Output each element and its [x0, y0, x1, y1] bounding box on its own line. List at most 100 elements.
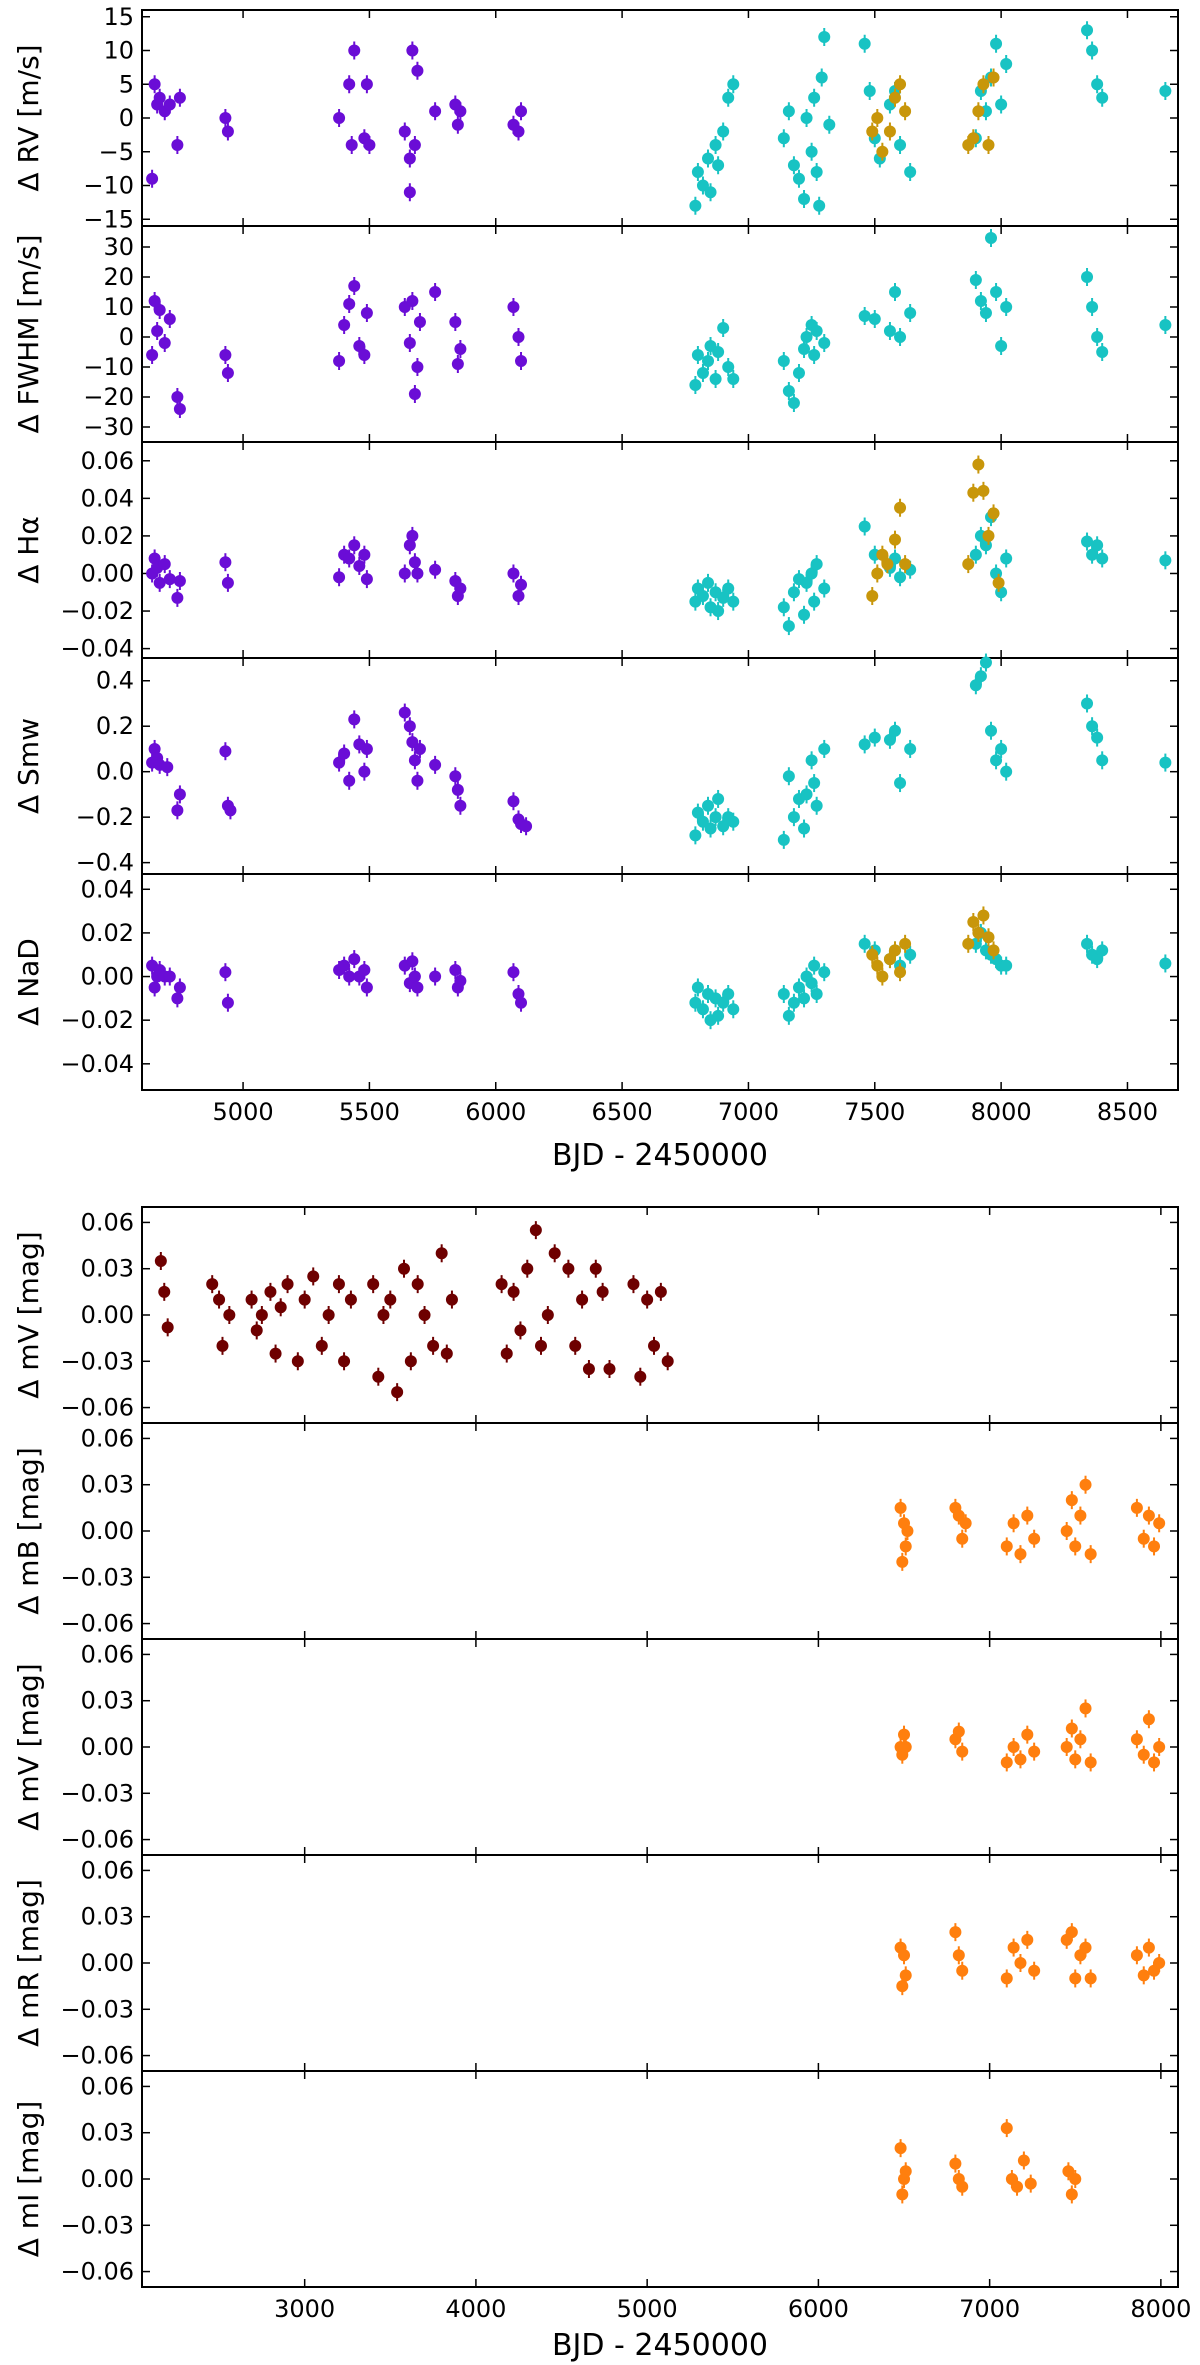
data-point [709, 811, 722, 824]
data-point [348, 44, 361, 57]
data-point [712, 346, 725, 358]
data-point [548, 1247, 561, 1260]
series-purple [146, 277, 528, 418]
data-point [782, 620, 795, 633]
data-point [219, 966, 232, 979]
data-point [1014, 1957, 1027, 1969]
data-point [151, 325, 164, 337]
data-point [717, 322, 730, 334]
data-point [403, 337, 416, 349]
data-point [408, 556, 421, 569]
data-point [173, 91, 186, 104]
data-point [863, 85, 876, 97]
data-point [712, 605, 725, 618]
y-tick-label: 0.06 [81, 1856, 134, 1884]
y-tick-label: −0.03 [60, 1995, 134, 2023]
data-point [972, 458, 985, 471]
data-point [977, 484, 990, 497]
data-point [406, 955, 419, 968]
data-point [866, 125, 879, 138]
data-point [1137, 1969, 1150, 1982]
data-point [146, 172, 159, 185]
data-point [702, 576, 715, 589]
data-point [377, 1309, 390, 1321]
data-point [507, 567, 520, 580]
data-point [515, 105, 528, 118]
data-point [360, 573, 373, 586]
y-tick-label: −0.4 [76, 849, 134, 877]
data-point [952, 1949, 965, 1962]
data-point [979, 656, 992, 669]
y-tick-label: −0.02 [60, 597, 134, 625]
y-tick-label: 0 [119, 323, 134, 351]
data-point [661, 1355, 674, 1368]
data-point [868, 731, 881, 744]
data-point [1065, 1926, 1078, 1939]
data-point [894, 1501, 907, 1514]
y-tick-label: 0.00 [81, 559, 134, 587]
data-point [904, 742, 917, 755]
data-point [589, 1262, 602, 1275]
data-point [1086, 548, 1099, 561]
data-point [712, 792, 725, 805]
data-point [894, 571, 907, 584]
data-point [979, 307, 992, 319]
data-point [449, 770, 462, 783]
data-point [1084, 1972, 1097, 1985]
data-point [515, 578, 528, 591]
data-point [901, 1525, 914, 1537]
data-point [792, 981, 805, 994]
data-point [808, 595, 821, 608]
data-point [972, 105, 985, 118]
data-point [429, 286, 442, 298]
data-point [888, 91, 901, 104]
series-cyan [689, 229, 1172, 412]
data-point [800, 576, 813, 589]
data-point [815, 71, 828, 84]
data-point [899, 1540, 912, 1553]
data-point [858, 738, 871, 751]
data-point [798, 193, 811, 205]
y-tick-label: −0.03 [60, 1563, 134, 1591]
data-point [956, 2180, 969, 2193]
data-point [343, 298, 356, 310]
data-point [868, 313, 881, 325]
data-point [962, 558, 975, 571]
data-point [343, 552, 356, 565]
y-tick-label: 30 [103, 233, 134, 261]
data-point [171, 992, 184, 1005]
data-point [413, 742, 426, 755]
data-point [634, 1370, 647, 1383]
y-tick-label: −0.06 [60, 1610, 134, 1638]
y-tick-label: 0.06 [81, 447, 134, 475]
y-tick-label: 20 [103, 263, 134, 291]
data-point [876, 145, 889, 158]
data-point [969, 274, 982, 286]
data-point [1007, 1517, 1020, 1530]
data-point [1000, 1972, 1013, 1985]
y-axis-label: Δ mV [mag] [12, 1663, 45, 1830]
data-point [977, 909, 990, 922]
data-point [1021, 1728, 1034, 1741]
rv-indicators-panel-1: −15 −10 −5 0 5 10 15 Δ RV [m/s] [12, 3, 1179, 233]
y-tick-label: −0.2 [76, 803, 134, 831]
data-point [1086, 720, 1099, 733]
data-point [158, 558, 171, 571]
data-point [454, 343, 467, 355]
y-axis-label: Δ NaD [12, 938, 45, 1026]
data-point [899, 1741, 912, 1753]
data-point [962, 937, 975, 950]
data-point [727, 1003, 740, 1016]
data-point [514, 1324, 527, 1337]
data-point [896, 1555, 909, 1568]
data-point [894, 2142, 907, 2155]
data-point [1060, 1525, 1073, 1537]
data-point [507, 966, 520, 979]
data-point [1000, 552, 1013, 565]
series-cyan [689, 508, 1172, 636]
data-point [343, 970, 356, 983]
data-point [1000, 1756, 1013, 1769]
data-point [800, 788, 813, 801]
data-point [1011, 2180, 1024, 2193]
series-orange [894, 1923, 1166, 1996]
